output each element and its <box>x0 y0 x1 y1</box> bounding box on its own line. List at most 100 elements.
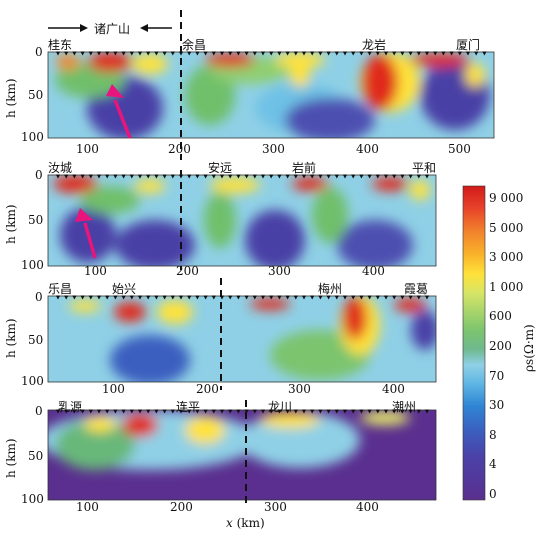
station-triangle <box>211 174 216 179</box>
y-tick: 50 <box>28 333 44 347</box>
station-triangle <box>310 174 315 179</box>
station-triangle <box>96 295 102 300</box>
station-triangle <box>318 51 323 56</box>
station-triangle <box>465 51 471 56</box>
station-triangle <box>55 174 61 179</box>
station-triangle <box>301 174 307 179</box>
station-triangle <box>326 174 331 179</box>
station-triangle <box>375 51 380 56</box>
x-tick: 300 <box>268 264 291 278</box>
station-triangle <box>293 174 298 179</box>
legend-colorbar <box>462 185 486 501</box>
station-markers <box>55 51 487 414</box>
station-triangle <box>367 409 372 414</box>
x-tick: 100 <box>102 382 125 396</box>
station-triangle <box>236 51 241 56</box>
station-triangle <box>285 295 290 300</box>
x-tick: 300 <box>264 500 287 514</box>
station-triangle <box>211 51 216 56</box>
y-tick: 0 <box>35 404 43 418</box>
panel-4-section <box>48 410 436 500</box>
y-tick: 0 <box>35 45 43 59</box>
y-tick: 0 <box>35 168 43 182</box>
station-triangle <box>400 51 405 56</box>
station-triangle <box>416 295 421 300</box>
station-triangle <box>105 51 110 56</box>
station-triangle <box>351 409 356 414</box>
place-label: 桂东 <box>48 38 73 52</box>
station-triangle <box>80 409 85 414</box>
station-triangle <box>342 174 348 179</box>
place-label: 厦门 <box>456 38 481 52</box>
station-triangle <box>72 295 77 300</box>
station-triangle <box>383 295 389 300</box>
station-triangle <box>178 295 184 300</box>
legend-title: ρs(Ω·m) <box>522 324 536 372</box>
station-triangle <box>301 409 307 414</box>
x-tick: 100 <box>76 142 99 156</box>
station-triangle <box>195 409 200 414</box>
station-triangle <box>269 51 274 56</box>
station-triangle <box>293 51 298 56</box>
station-triangle <box>146 174 151 179</box>
station-triangle <box>342 51 348 56</box>
station-triangle <box>162 295 167 300</box>
station-triangle <box>228 295 233 300</box>
place-label: 汝城 <box>48 161 73 175</box>
y-axis-title: h (km) <box>4 204 18 244</box>
station-triangle <box>244 51 249 56</box>
station-triangle <box>310 409 315 414</box>
station-triangle <box>375 295 380 300</box>
place-label: 乳源 <box>58 400 83 414</box>
station-triangle <box>310 51 315 56</box>
station-triangle <box>137 409 143 414</box>
panel-1-section <box>48 52 494 138</box>
panel-2-section <box>48 175 436 266</box>
station-triangle <box>400 295 405 300</box>
station-triangle <box>228 174 233 179</box>
station-triangle <box>433 51 438 56</box>
station-triangle <box>211 409 216 414</box>
station-triangle <box>129 295 134 300</box>
station-triangle <box>203 51 208 56</box>
station-triangle <box>72 174 77 179</box>
place-label: 始兴 <box>112 282 137 296</box>
y-tick: 100 <box>21 492 44 506</box>
station-triangle <box>146 409 151 414</box>
legend-tick-label: 8 <box>489 427 497 442</box>
station-triangle <box>170 295 175 300</box>
station-triangle <box>334 409 339 414</box>
station-triangle <box>105 409 110 414</box>
station-triangle <box>310 295 315 300</box>
station-triangle <box>457 51 462 56</box>
station-triangle <box>277 295 282 300</box>
station-triangle <box>383 51 389 56</box>
station-triangle <box>154 295 159 300</box>
station-triangle <box>334 51 339 56</box>
station-triangle <box>162 51 167 56</box>
station-triangle <box>408 295 413 300</box>
station-triangle <box>195 51 200 56</box>
station-triangle <box>301 295 307 300</box>
y-tick: 50 <box>28 88 44 102</box>
station-triangle <box>359 295 364 300</box>
station-triangle <box>400 174 405 179</box>
station-triangle <box>64 409 69 414</box>
x-axis-unit: (km) <box>236 516 265 530</box>
station-triangle <box>228 51 233 56</box>
station-triangle <box>121 51 126 56</box>
station-triangle <box>236 295 241 300</box>
x-axis-title: x (km) <box>226 516 265 530</box>
place-label: 霞葛 <box>404 282 429 296</box>
station-triangle <box>244 409 249 414</box>
station-triangle <box>72 51 77 56</box>
x-tick: 300 <box>288 382 311 396</box>
place-label: 平和 <box>412 161 437 175</box>
station-triangle <box>146 295 151 300</box>
station-triangle <box>80 51 85 56</box>
station-triangle <box>424 295 430 300</box>
station-triangle <box>244 295 249 300</box>
station-triangle <box>408 409 413 414</box>
